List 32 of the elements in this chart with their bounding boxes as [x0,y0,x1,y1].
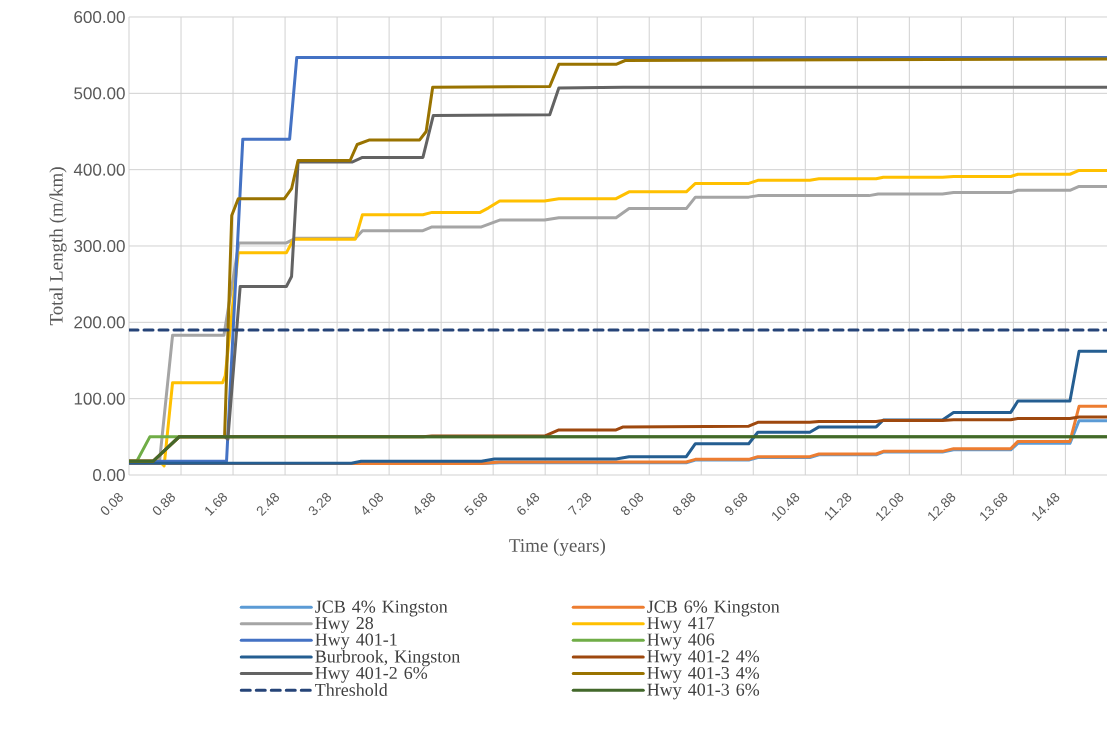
legend-label: Hwy 401-2 6% [315,666,428,683]
y-tick-label: 200.00 [74,316,125,329]
x-tick-label: 7.28 [567,492,592,515]
y-tick-label: 0.00 [93,468,125,482]
x-tick-label: 4.88 [414,492,436,515]
y-tick-label: 300.00 [74,239,125,253]
y-tick-label: 600.00 [74,10,125,24]
legend-label: Hwy 28 [315,617,374,633]
legend-label: Hwy 401-1 [315,633,397,650]
x-tick-label: 0.08 [100,492,123,515]
x-tick-label: 3.28 [308,492,332,516]
legend-label: Hwy 401-3 6% [647,683,760,700]
legend-label: Hwy 406 [647,633,715,650]
x-tick-label: 8.08 [620,492,644,516]
x-tick-label: 4.08 [362,492,384,515]
legend-label: Hwy 417 [647,617,715,633]
y-tick-label: 500.00 [74,87,125,100]
x-tick-label: 8.88 [672,492,696,516]
legend-label: JCB 6% Kingston [647,600,780,617]
y-tick-label: 400.00 [73,163,125,176]
x-tick-label: 0.88 [152,492,175,515]
x-tick-label: 6.48 [517,492,540,515]
legend-label: Threshold [315,683,388,696]
x-tick-label: 9.68 [725,492,748,516]
line-series [129,349,1107,465]
legend-label: Burbrook, Kingston [315,649,460,667]
legend-label: JCB 4% Kingston [315,600,448,617]
legend-label: Hwy 401-2 4% [647,650,760,667]
x-axis-title: Time (years) [509,538,605,556]
legend-label: Hwy 401-3 4% [647,666,760,683]
y-axis-title: Total Length (m/km) [49,167,67,326]
y-tick-label: 100.00 [74,392,125,405]
